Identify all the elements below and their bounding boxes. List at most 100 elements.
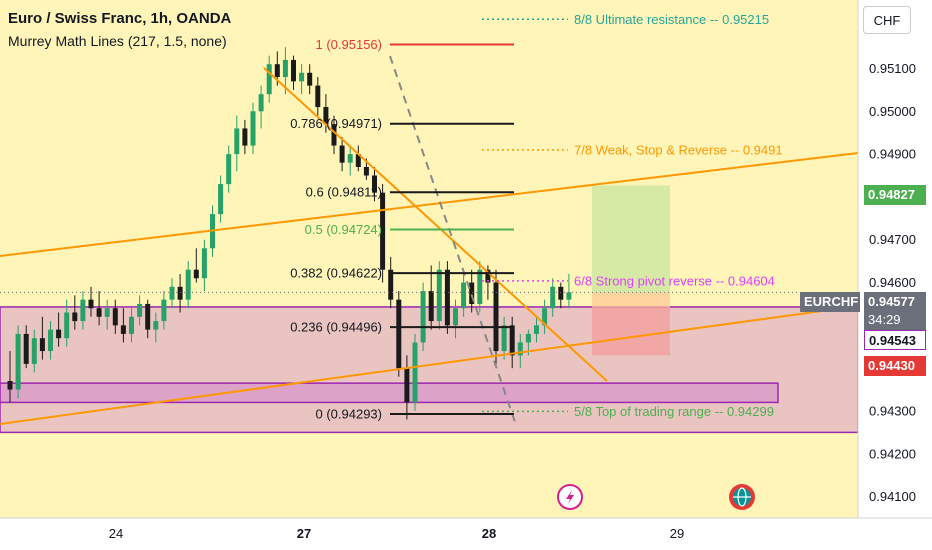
fib-level-label: 0.6 (0.94811) — [306, 185, 382, 200]
candle — [15, 333, 21, 390]
candle — [129, 316, 134, 334]
candle — [372, 175, 377, 193]
candle — [72, 312, 78, 322]
candle — [266, 64, 272, 95]
candle — [64, 312, 70, 339]
symbol-label: EURCHF — [800, 292, 860, 312]
candle — [80, 299, 86, 322]
candle — [169, 286, 175, 300]
candle — [517, 342, 523, 356]
indicator-label[interactable]: Murrey Math Lines (217, 1.5, none) — [8, 33, 227, 49]
time-axis-bg — [0, 518, 858, 550]
candle — [120, 325, 126, 334]
entry-price-label: 0.94543 — [864, 330, 926, 350]
time-tick-label: 24 — [109, 526, 123, 541]
time-tick-label: 27 — [297, 526, 311, 541]
candle — [250, 111, 256, 146]
fib-level-label: 0.786 (0.94971) — [290, 116, 382, 131]
candle — [153, 321, 159, 330]
price-axis-bg — [858, 0, 932, 550]
candle — [282, 59, 288, 78]
chart-title: Euro / Swiss Franc, 1h, OANDA — [8, 10, 232, 27]
candle — [525, 333, 531, 343]
time-tick-label: 28 — [482, 526, 496, 541]
candle — [185, 269, 191, 300]
price-tick-label: 0.94300 — [869, 403, 916, 418]
candle — [485, 269, 491, 283]
murrey-line-label: 5/8 Top of trading range -- 0.94299 — [574, 404, 774, 419]
candle — [31, 338, 37, 364]
candle — [299, 72, 305, 82]
murrey-line-label: 8/8 Ultimate resistance -- 0.95215 — [574, 12, 769, 27]
price-tick-label: 0.95100 — [869, 61, 916, 76]
candle — [550, 286, 556, 309]
candle — [404, 368, 410, 403]
price-tick-label: 0.94700 — [869, 232, 916, 247]
fib-level-label: 0.236 (0.94496) — [290, 320, 382, 335]
candle — [7, 381, 13, 390]
candle — [396, 299, 402, 369]
candle — [242, 128, 248, 146]
flash-icon[interactable] — [557, 484, 583, 510]
time-tick-label: 29 — [670, 526, 684, 541]
candle — [428, 291, 434, 322]
trend-line-upper — [0, 152, 859, 257]
candle — [193, 269, 199, 279]
target-price-label: 0.94827 — [864, 185, 926, 205]
candle — [339, 145, 345, 163]
candle — [469, 282, 475, 304]
candle — [542, 308, 548, 326]
candle — [461, 282, 467, 309]
candle — [347, 154, 353, 163]
candle — [477, 269, 483, 304]
candle — [501, 325, 507, 352]
fib-level-label: 0.382 (0.94622) — [290, 266, 382, 281]
candle — [307, 72, 313, 86]
candle — [315, 85, 321, 108]
price-tick-label: 0.94100 — [869, 489, 916, 504]
candle — [258, 94, 264, 112]
candle — [39, 338, 45, 352]
candle — [201, 248, 207, 279]
last-price-label: 0.94577 — [864, 292, 926, 312]
fib-level-label: 1 (0.95156) — [316, 37, 383, 52]
candle — [534, 325, 539, 334]
currency-button[interactable]: CHF — [863, 6, 911, 34]
position-stop-zone — [592, 306, 670, 356]
candle — [48, 329, 53, 352]
candle — [161, 299, 167, 322]
position-target-zone — [592, 185, 670, 293]
candle — [88, 299, 94, 309]
candle — [412, 342, 418, 403]
flash-icon-bolt — [566, 490, 574, 504]
position-entry-zone — [592, 292, 670, 307]
trend-line-lower — [0, 305, 859, 425]
candle — [226, 154, 232, 185]
candle — [96, 308, 102, 317]
candle — [566, 292, 572, 300]
candle — [104, 308, 110, 317]
price-tick-label: 0.94200 — [869, 446, 916, 461]
murrey-line-label: 6/8 Strong pivot reverse -- 0.94604 — [574, 273, 775, 288]
price-tick-label: 0.94900 — [869, 147, 916, 162]
fib-level-label: 0 (0.94293) — [316, 406, 383, 421]
candle — [444, 269, 450, 326]
candles-group — [7, 47, 572, 420]
candle — [56, 329, 62, 339]
candle — [363, 166, 369, 176]
candle — [177, 286, 183, 300]
candle — [509, 325, 515, 356]
inner-zone — [0, 382, 779, 404]
candle — [291, 59, 296, 82]
candle — [274, 64, 280, 78]
candle — [380, 192, 386, 270]
trend-line-descending — [263, 67, 608, 382]
candle — [23, 333, 29, 364]
plot-background — [0, 0, 858, 518]
candle — [388, 269, 394, 300]
globe-icon[interactable] — [729, 484, 755, 510]
candle — [323, 107, 329, 125]
candle — [493, 282, 499, 352]
